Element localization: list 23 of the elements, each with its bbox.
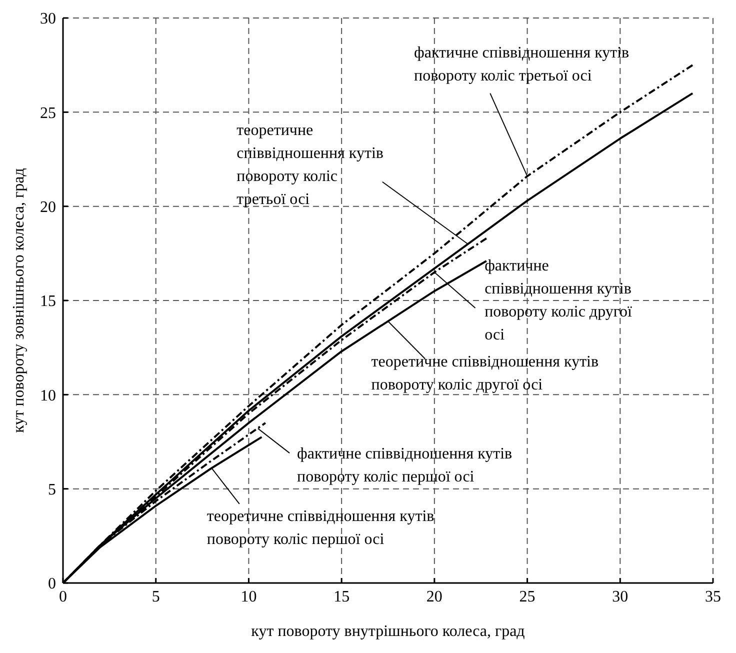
y-axis-title: кут повороту зовнішнього колеса, град	[10, 168, 28, 433]
annotation: фактичне співвідношення кутів повороту коліс третьої осі	[414, 44, 630, 85]
x-tick-label: 35	[705, 588, 721, 606]
annotation: теоретичне співвідношення кутів повороту коліс першої осі	[206, 508, 435, 548]
x-tick-label: 5	[152, 588, 160, 606]
annotation: теоретичне співвідношення кутів повороту коліс другої осі	[371, 353, 600, 394]
x-tick-label: 25	[519, 588, 536, 606]
x-tick-label: 30	[612, 588, 628, 606]
y-tick-label: 20	[40, 199, 56, 216]
y-tick-label: 0	[48, 576, 56, 593]
y-tick-label: 30	[40, 10, 56, 28]
x-tick-label: 15	[334, 588, 350, 606]
y-tick-label: 5	[48, 482, 56, 499]
y-tick-label: 10	[40, 387, 56, 404]
annotation: теоретичне співвідношення кутів повороту коліс третьої осі	[236, 122, 384, 208]
x-tick-label: 20	[426, 588, 442, 606]
y-tick-label: 15	[40, 293, 56, 310]
x-tick-label: 0	[59, 588, 67, 606]
x-tick-label: 10	[240, 588, 257, 606]
annotation: фактичне співвідношення кутів повороту коліс першої осі	[297, 446, 513, 486]
x-axis-title: кут повороту внутрішнього колеса, град	[251, 623, 525, 640]
annotation: фактичне співвідношення кутів повороту коліс другої осі	[484, 257, 633, 344]
y-tick-label: 25	[40, 104, 56, 122]
